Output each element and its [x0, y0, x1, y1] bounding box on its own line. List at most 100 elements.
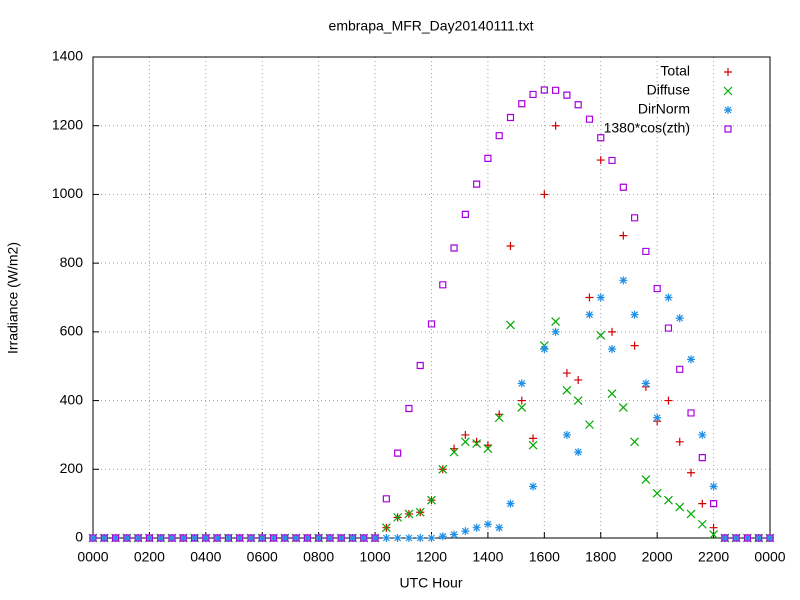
data-point [630, 341, 639, 350]
data-point [224, 534, 232, 542]
x-tick-label: 1200 [416, 549, 447, 565]
data-point [427, 495, 436, 505]
x-tick-label: 1600 [529, 549, 560, 565]
data-point [608, 156, 616, 165]
data-point [427, 320, 436, 328]
data-point [732, 534, 740, 542]
x-tick-label: 0400 [190, 549, 221, 565]
data-point [720, 534, 729, 542]
data-point [190, 534, 199, 542]
data-point [574, 101, 582, 109]
data-point [596, 330, 606, 340]
data-point [573, 396, 583, 405]
data-point [167, 534, 176, 542]
data-point [473, 180, 481, 188]
x-tick-label: 2200 [698, 549, 729, 565]
data-point [641, 379, 650, 388]
data-point [517, 396, 526, 405]
data-point [269, 534, 278, 542]
data-point [157, 534, 165, 542]
data-point [574, 448, 583, 457]
legend-label: 1380*cos(zth) [604, 120, 690, 136]
y-tick-label: 800 [60, 254, 84, 270]
data-point [585, 293, 594, 302]
data-point [608, 327, 617, 336]
data-point [495, 523, 504, 532]
data-point [675, 314, 684, 323]
data-point [123, 534, 131, 542]
data-point [562, 430, 571, 439]
data-point [732, 534, 741, 542]
y-axis-label: Irradiance (W/m2) [5, 242, 21, 354]
data-point [134, 534, 142, 542]
data-point [134, 534, 143, 542]
x-tick-label: 0600 [247, 549, 278, 565]
data-point [596, 156, 605, 165]
data-point [145, 534, 154, 542]
data-point [258, 534, 266, 542]
data-point [495, 132, 503, 140]
data-point [653, 284, 661, 293]
data-point [292, 534, 300, 542]
data-point [348, 534, 357, 542]
data-point [213, 534, 222, 542]
data-point [585, 115, 594, 123]
data-point [743, 534, 752, 542]
data-point [179, 534, 187, 542]
data-point [460, 437, 470, 447]
data-point [89, 534, 97, 542]
data-point [608, 345, 617, 354]
data-point [314, 534, 323, 542]
data-point [709, 523, 718, 532]
data-point [461, 430, 470, 439]
data-point [416, 361, 424, 370]
data-point [698, 454, 706, 462]
data-point [664, 495, 673, 505]
data-point [607, 389, 617, 399]
data-point [630, 437, 640, 447]
data-point [574, 375, 583, 384]
data-point [743, 534, 752, 542]
data-point [697, 519, 707, 529]
legend-label: Total [660, 63, 690, 79]
data-point [359, 534, 368, 542]
data-point [213, 534, 221, 542]
data-point [619, 183, 627, 191]
data-point [168, 534, 176, 542]
data-point [416, 534, 425, 542]
data-point [642, 247, 650, 256]
y-tick-label: 1400 [52, 48, 83, 64]
data-point [269, 534, 278, 542]
data-point [551, 317, 561, 326]
legend-marker [723, 86, 733, 96]
data-point [472, 437, 481, 446]
data-point [664, 324, 673, 332]
data-point [325, 534, 334, 542]
data-point [371, 534, 379, 542]
data-point [427, 534, 436, 542]
legend-marker [724, 106, 732, 114]
data-point [766, 534, 774, 542]
data-point [394, 449, 402, 457]
legend-marker [724, 125, 732, 133]
legend-label: DirNorm [638, 101, 690, 117]
data-point [529, 90, 537, 99]
data-point [156, 534, 165, 542]
data-point [686, 509, 696, 519]
data-point [190, 534, 199, 542]
data-point [236, 534, 244, 542]
data-point [709, 482, 718, 491]
data-point [382, 534, 391, 542]
data-point [111, 534, 120, 542]
data-point [404, 509, 414, 519]
data-point [540, 345, 549, 354]
data-point [540, 190, 549, 199]
data-point [292, 534, 301, 542]
data-point [258, 534, 267, 542]
legend-label: Diffuse [647, 82, 691, 98]
data-point [506, 241, 515, 250]
data-point [280, 534, 289, 542]
data-point [100, 534, 108, 542]
data-point [247, 534, 255, 542]
data-point [517, 379, 526, 388]
